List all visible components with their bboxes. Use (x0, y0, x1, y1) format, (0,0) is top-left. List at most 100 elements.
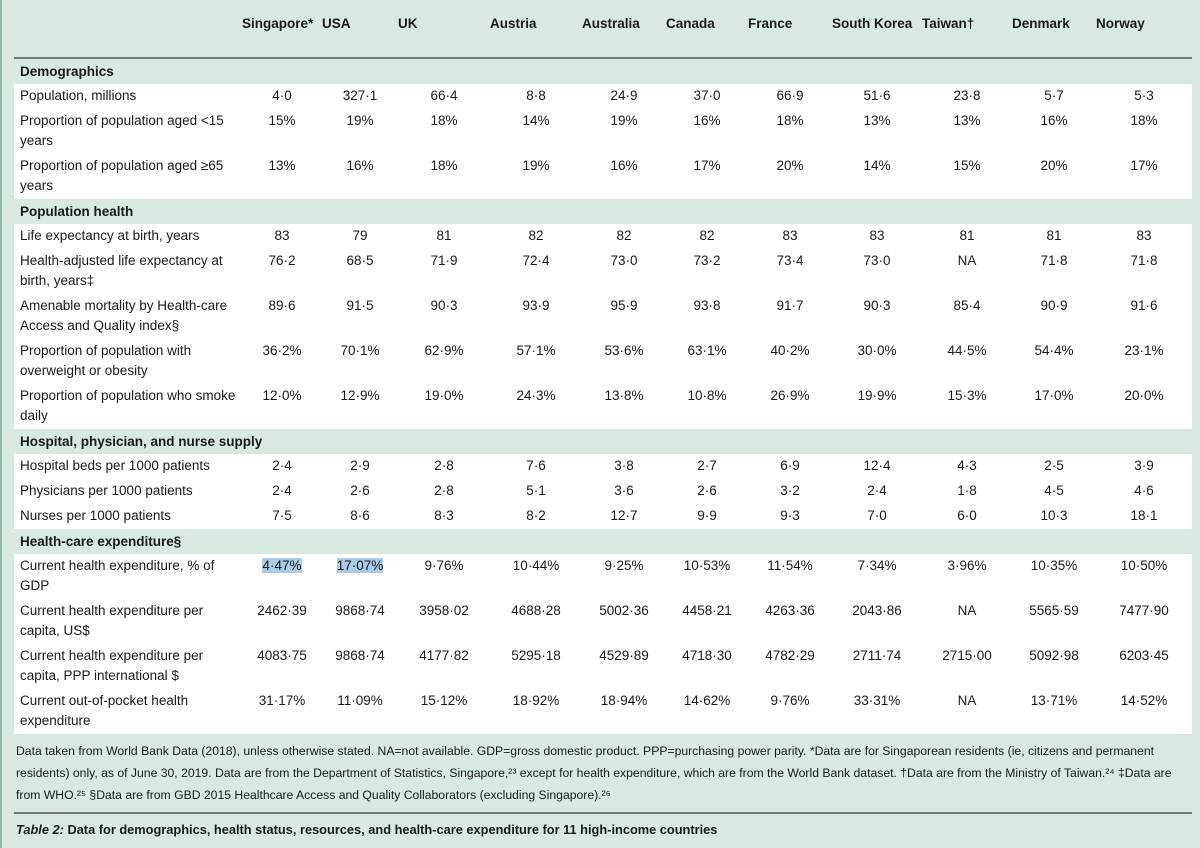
cell: 76·2 (242, 249, 322, 294)
cell-value: 9·76% (770, 693, 810, 708)
cell: 2·8 (398, 479, 490, 504)
cell-value: 44·5% (947, 343, 987, 358)
cell-value: 54·4% (1034, 343, 1074, 358)
cell: 13% (922, 109, 1012, 154)
cell: 18·92% (490, 689, 582, 734)
cell-value: 81 (436, 228, 452, 243)
cell-value: 2·7 (697, 458, 717, 473)
cell-value: 76·2 (268, 253, 296, 268)
cell-value: 5·1 (526, 483, 546, 498)
cell-value: 30·0% (857, 343, 897, 358)
cell: 8·2 (490, 504, 582, 529)
column-header: Austria (490, 0, 582, 59)
cell-value: 4·3 (957, 458, 977, 473)
cell-value: 9868·74 (335, 648, 385, 663)
cell-value: 14% (863, 158, 891, 173)
cell: 6·0 (922, 504, 1012, 529)
cell-value: 15% (268, 113, 296, 128)
cell-value: 10·53% (683, 558, 731, 573)
cell-value: 4083·75 (257, 648, 307, 663)
table-row: Amenable mortality by Health-care Access… (14, 294, 1192, 339)
cell-value: 2·6 (697, 483, 717, 498)
cell-value: 83 (869, 228, 885, 243)
cell-value: 19·9% (857, 388, 897, 403)
cell-value: 17% (1130, 158, 1158, 173)
cell: 4688·28 (490, 599, 582, 644)
cell: 16% (582, 154, 666, 199)
cell-value: 93·9 (522, 298, 550, 313)
column-header: France (748, 0, 832, 59)
cell: 9·3 (748, 504, 832, 529)
cell: 3·9 (1096, 454, 1192, 479)
cell-value: 5092·98 (1029, 648, 1079, 663)
cell-value: 17·0% (1034, 388, 1074, 403)
cell: 2·6 (322, 479, 398, 504)
cell-value: 4·5 (1044, 483, 1064, 498)
cell: 15% (922, 154, 1012, 199)
cell-value: 7·5 (272, 508, 292, 523)
cell: 7·5 (242, 504, 322, 529)
cell-value: 1·8 (957, 483, 977, 498)
cell: 91·7 (748, 294, 832, 339)
cell-value: 2·8 (434, 458, 454, 473)
cell: 66·9 (748, 84, 832, 109)
cell-value: 82 (528, 228, 544, 243)
cell-value: 53·6% (604, 343, 644, 358)
row-label: Current health expenditure, % of GDP (14, 554, 242, 599)
row-label: Health-adjusted life expectancy at birth… (14, 249, 242, 294)
table-row: Hospital beds per 1000 patients 2·4 2·9 2·8… (14, 454, 1192, 479)
cell-value: 2·6 (350, 483, 370, 498)
cell: 90·3 (398, 294, 490, 339)
cell: 9868·74 (322, 599, 398, 644)
table-row: Current health expenditure per capita, U… (14, 599, 1192, 644)
column-header: UK (398, 0, 490, 59)
table-row: Proportion of population aged <15 years 1… (14, 109, 1192, 154)
cell-value: 12·7 (610, 508, 638, 523)
cell-value: 63·1% (687, 343, 727, 358)
cell: 95·9 (582, 294, 666, 339)
cell: 71·8 (1096, 249, 1192, 294)
cell: 10·3 (1012, 504, 1096, 529)
cell: 40·2% (748, 339, 832, 384)
cell: 73·0 (582, 249, 666, 294)
cell-value: 4688·28 (511, 603, 561, 618)
cell: 54·4% (1012, 339, 1096, 384)
cell: 37·0 (666, 84, 748, 109)
section-header: Health-care expenditure§ (14, 529, 1192, 554)
cell-value: 36·2% (262, 343, 302, 358)
cell-value: 4458·21 (682, 603, 732, 618)
cell-value: 85·4 (953, 298, 981, 313)
column-header: South Korea (832, 0, 922, 59)
cell: 17·07% (322, 554, 398, 599)
cell-value: 19% (610, 113, 638, 128)
cell: 8·8 (490, 84, 582, 109)
cell-value: 10·35% (1030, 558, 1078, 573)
cell-value: 13·8% (604, 388, 644, 403)
cell-value: 7477·90 (1119, 603, 1169, 618)
cell: 70·1% (322, 339, 398, 384)
cell-value: 73·0 (863, 253, 891, 268)
row-label: Current out-of-pocket health expenditure (14, 689, 242, 734)
cell: 16% (666, 109, 748, 154)
table-row: Current health expenditure per capita, P… (14, 644, 1192, 689)
cell-value: 12·4 (863, 458, 891, 473)
row-label: Nurses per 1000 patients (14, 504, 242, 529)
cell-value: 73·4 (776, 253, 804, 268)
cell: 14% (832, 154, 922, 199)
cell: 2·4 (832, 479, 922, 504)
cell: 73·4 (748, 249, 832, 294)
cell: 44·5% (922, 339, 1012, 384)
cell: 3·6 (582, 479, 666, 504)
cell-value: 17·07% (336, 558, 384, 573)
cell-value: NA (957, 253, 977, 268)
cell: 2043·86 (832, 599, 922, 644)
cell: NA (922, 249, 1012, 294)
cell: 91·6 (1096, 294, 1192, 339)
cell: 9·76% (398, 554, 490, 599)
cell: 20% (1012, 154, 1096, 199)
cell: 2·4 (242, 479, 322, 504)
cell-value: 7·0 (867, 508, 887, 523)
cell: 90·3 (832, 294, 922, 339)
cell-value: 6·9 (780, 458, 800, 473)
cell: 72·4 (490, 249, 582, 294)
